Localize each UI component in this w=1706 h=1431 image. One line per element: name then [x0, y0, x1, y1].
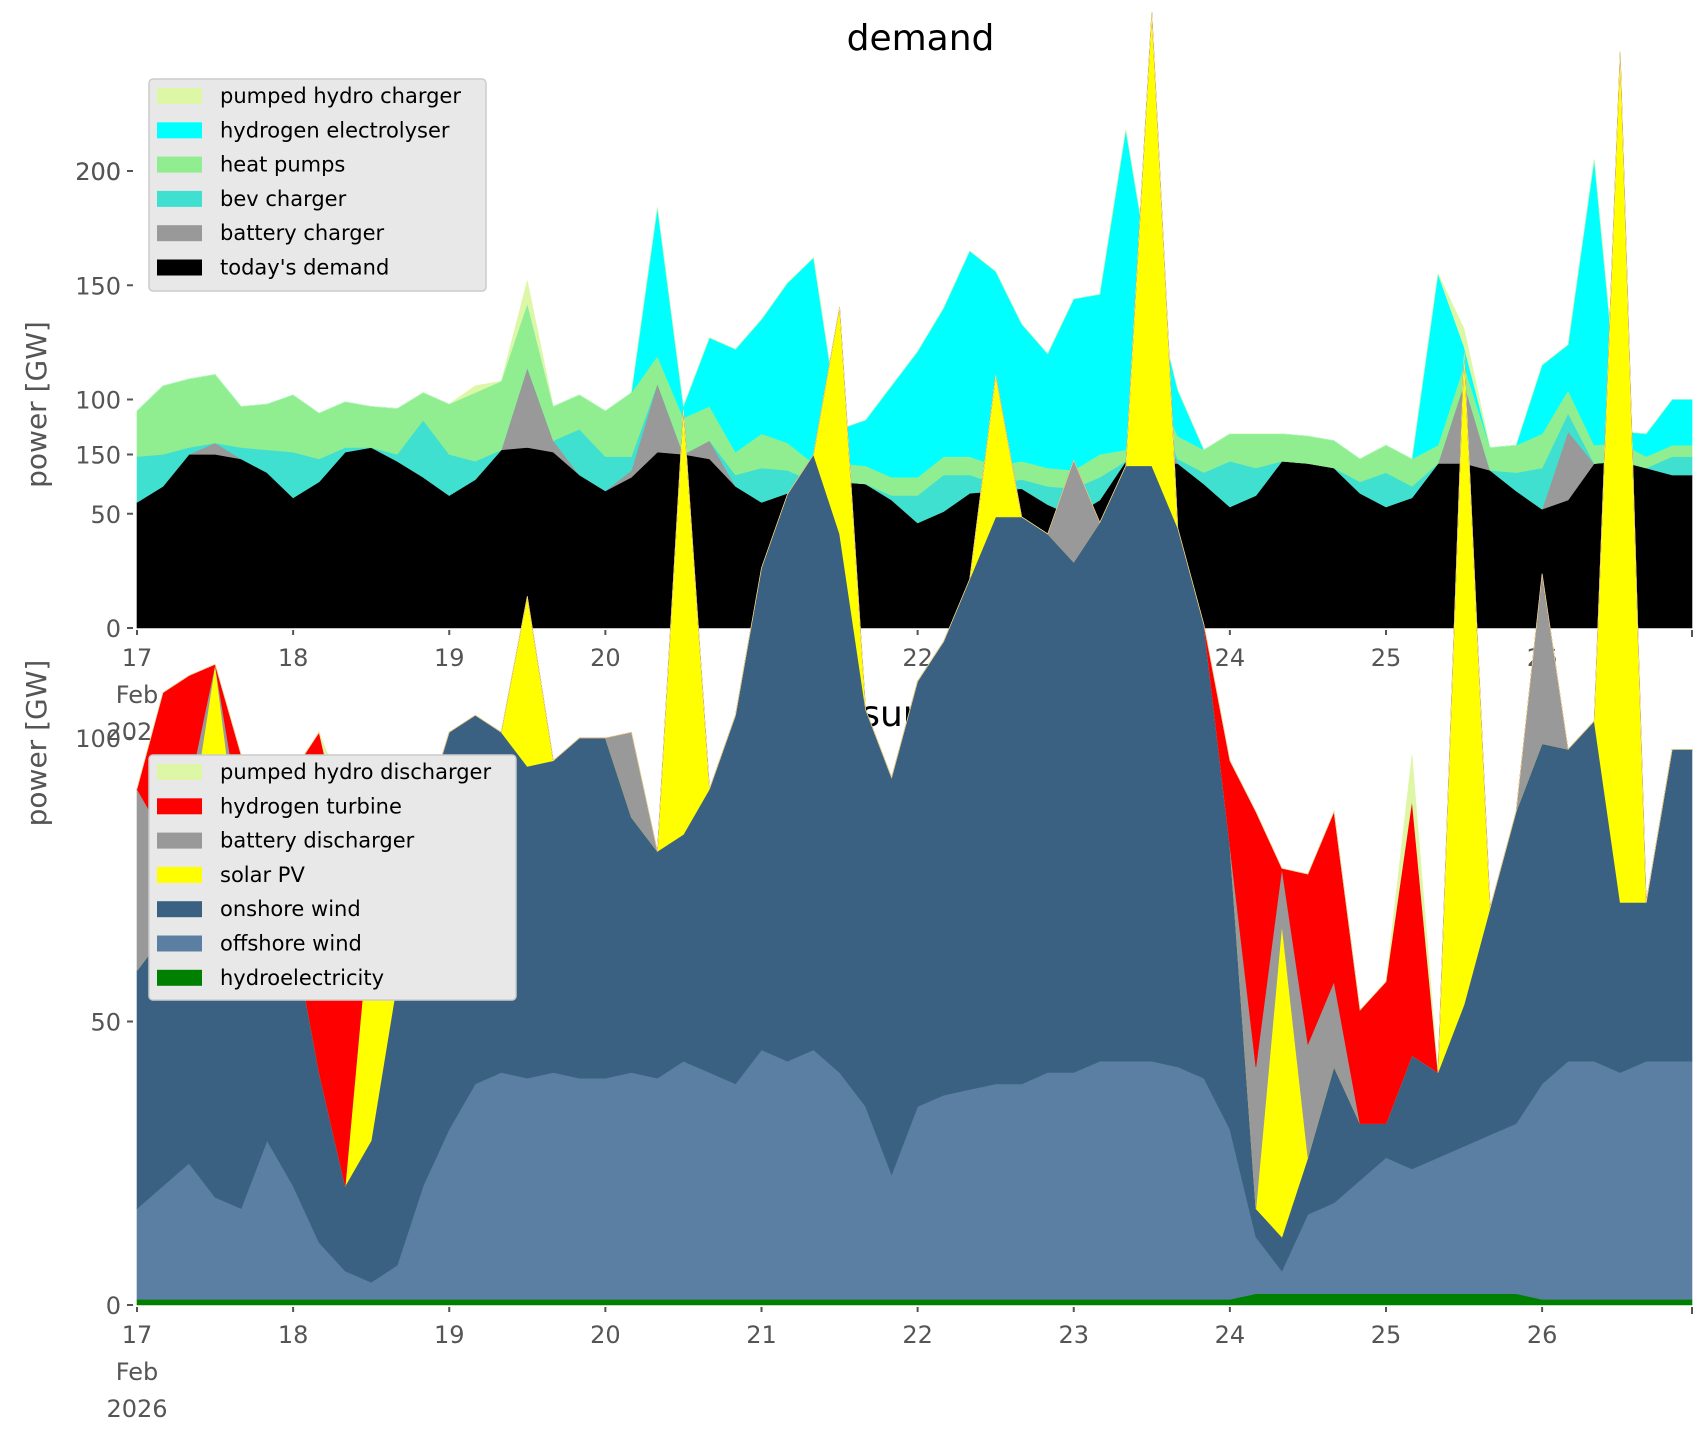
- legend-swatch: [157, 866, 202, 883]
- chart-title: demand: [847, 18, 995, 59]
- legend-swatch: [157, 225, 202, 242]
- x-tick-label: 24: [1215, 1321, 1246, 1349]
- x-axis: 17 Feb 2026 18 19 20 21 22 23 24 25 26: [106, 1307, 1693, 1423]
- legend-swatch: [157, 798, 202, 815]
- area-pumped-hydro-charger: [136, 129, 1692, 460]
- legend-label: hydrogen turbine: [220, 794, 402, 818]
- legend-label: pumped hydro discharger: [220, 760, 491, 784]
- y-tick-label: 0: [106, 615, 121, 643]
- x-tick-label: 18: [278, 1321, 309, 1349]
- y-axis-label: power [GW]: [20, 321, 53, 488]
- legend-swatch: [157, 190, 202, 207]
- y-tick-label: 150: [75, 272, 121, 300]
- legend-swatch: [157, 156, 202, 173]
- x-tick-label: 26: [1527, 1321, 1558, 1349]
- legend-swatch: [157, 935, 202, 952]
- x-tick-label: 20: [590, 1321, 621, 1349]
- x-tick-label: 23: [1058, 1321, 1089, 1349]
- legend-label: bev charger: [220, 187, 347, 211]
- legend-swatch: [157, 901, 202, 918]
- legend-label: heat pumps: [220, 153, 345, 177]
- x-tick-label: 25: [1371, 1321, 1402, 1349]
- legend-swatch: [157, 259, 202, 276]
- x-tick-label: 24: [1215, 644, 1246, 672]
- legend: pumped hydro charger hydrogen electrolyse…: [148, 78, 487, 292]
- x-tick-label: Feb: [116, 1358, 159, 1386]
- legend-label: battery discharger: [220, 829, 415, 853]
- y-tick-label: 100: [75, 387, 121, 415]
- x-tick-label: 22: [902, 1321, 933, 1349]
- y-tick-label: 200: [75, 158, 121, 186]
- x-tick-label: 17: [122, 644, 153, 672]
- y-tick-label: 50: [90, 501, 121, 529]
- legend-label: hydroelectricity: [220, 966, 384, 990]
- y-tick-label: 50: [90, 1009, 121, 1037]
- stacked-areas: [136, 129, 1693, 629]
- x-tick-label: 2026: [106, 1395, 167, 1423]
- stacked-areas: [136, 12, 1693, 1306]
- legend-swatch: [157, 122, 202, 139]
- y-axis: 0 50 100 150 200 power [GW]: [20, 158, 133, 1320]
- legend-label: offshore wind: [220, 932, 362, 956]
- y-axis: 0 50 100 150 200 power [GW]: [20, 158, 133, 643]
- x-tick-label: 20: [590, 644, 621, 672]
- x-tick-label: 25: [1371, 644, 1402, 672]
- legend-swatch: [157, 764, 202, 780]
- y-tick-label: 100: [75, 725, 121, 753]
- x-tick-label: 17: [122, 1321, 153, 1349]
- legend-label: solar PV: [220, 863, 305, 887]
- y-tick-label: 150: [75, 442, 121, 470]
- chart-panel-supply: supply050100150200power [GW]17Feb2026181…: [20, 12, 1693, 1423]
- legend-swatch: [157, 88, 202, 104]
- y-tick-label: 0: [106, 1292, 121, 1320]
- y-tick-label: 200: [75, 158, 121, 186]
- y-axis-label: power [GW]: [20, 660, 53, 827]
- area-pumped-hydro-discharger: [136, 12, 1692, 1073]
- x-tick-label: 18: [278, 644, 309, 672]
- x-tick-label: 21: [746, 1321, 777, 1349]
- legend: pumped hydro discharger hydrogen turbine b…: [148, 754, 517, 1001]
- legend-label: hydrogen electrolyser: [220, 118, 450, 142]
- legend-label: today's demand: [220, 256, 389, 280]
- legend-box: [148, 78, 487, 292]
- legend-swatch: [157, 832, 202, 849]
- x-tick-label: Feb: [116, 681, 159, 709]
- legend-swatch: [157, 969, 202, 986]
- x-tick-label: 19: [434, 644, 465, 672]
- legend-label: pumped hydro charger: [220, 84, 461, 108]
- x-tick-label: 19: [434, 1321, 465, 1349]
- legend-box: [148, 754, 517, 1001]
- legend-label: onshore wind: [220, 897, 361, 921]
- legend-label: battery charger: [220, 221, 385, 245]
